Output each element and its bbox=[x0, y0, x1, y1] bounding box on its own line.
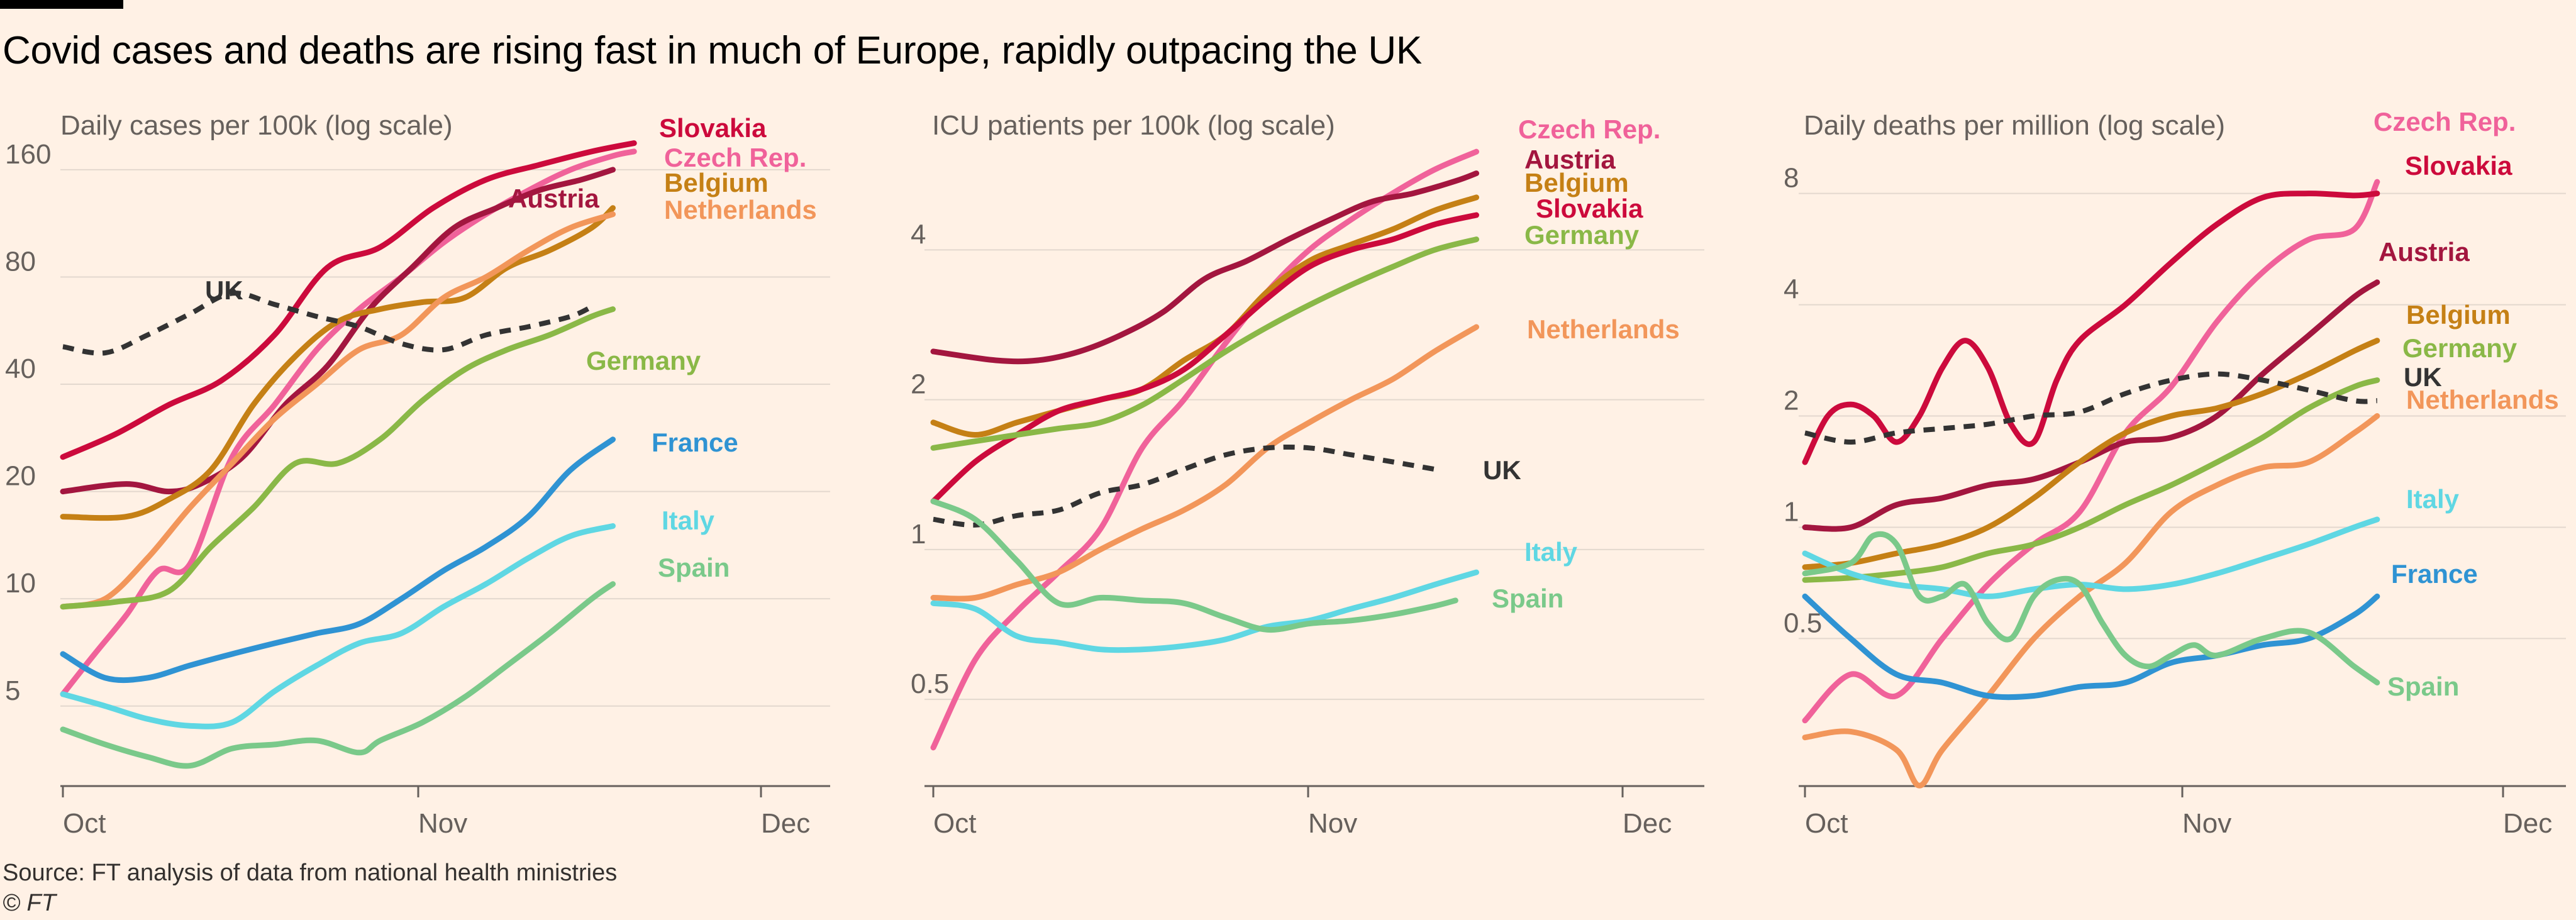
series-line-france bbox=[1802, 593, 2380, 701]
series-label-italy: Italy bbox=[1524, 537, 1578, 567]
copyright: © FT bbox=[3, 890, 56, 916]
series-line-spain bbox=[1802, 531, 2380, 685]
x-tick-label: Oct bbox=[933, 808, 976, 839]
series-label-germany: Germany bbox=[586, 346, 701, 375]
series-line-spain bbox=[930, 498, 1458, 633]
series-line-slovakia bbox=[60, 140, 637, 460]
series-line-austria bbox=[930, 170, 1479, 365]
series-line-austria bbox=[1802, 279, 2380, 532]
chart-panel-3: Daily deaths per million (log scale) 0.5 1… bbox=[1784, 107, 2566, 839]
series-line-slovakia bbox=[930, 212, 1479, 504]
chart-panel-1: Daily cases per 100k (log scale) 5 10 20 40 8… bbox=[5, 110, 830, 839]
series-label-czech-rep: Czech Rep. bbox=[664, 143, 806, 172]
panel-title: ICU patients per 100k (log scale) bbox=[932, 110, 1335, 141]
series-line-czech-rep bbox=[930, 148, 1479, 751]
series-line-czech-rep bbox=[1802, 179, 2380, 724]
series-line-netherlands bbox=[930, 324, 1479, 602]
series-line-czech-rep bbox=[60, 148, 637, 697]
series-label-germany: Germany bbox=[2402, 333, 2518, 363]
ft-brand-bar bbox=[0, 0, 123, 9]
x-tick-label: Oct bbox=[63, 808, 106, 839]
series-label-spain: Spain bbox=[658, 553, 730, 582]
x-tick-label: Nov bbox=[1308, 808, 1357, 839]
series-line-austria bbox=[60, 167, 616, 495]
series-line-italy bbox=[60, 523, 616, 729]
series-label-netherlands: Netherlands bbox=[1527, 314, 1680, 344]
y-tick-label: 4 bbox=[911, 219, 926, 250]
series-line-germany bbox=[1802, 377, 2380, 583]
x-tick-label: Nov bbox=[418, 808, 467, 839]
x-tick-label: Dec bbox=[2503, 808, 2552, 839]
y-tick-label: 20 bbox=[5, 461, 36, 492]
x-tick-label: Nov bbox=[2182, 808, 2231, 839]
series-line-italy bbox=[1802, 516, 2380, 599]
series-label-slovakia: Slovakia bbox=[2405, 151, 2512, 180]
series-label-uk: UK bbox=[1483, 455, 1521, 485]
y-tick-label: 8 bbox=[1784, 163, 1799, 194]
y-tick-label: 40 bbox=[5, 353, 36, 384]
series-label-belgium: Belgium bbox=[664, 168, 769, 197]
y-tick-label: 2 bbox=[1784, 385, 1799, 416]
chart-panel-2: ICU patients per 100k (log scale) 0.5 1 2 4 O… bbox=[911, 110, 1704, 839]
series-label-netherlands: Netherlands bbox=[2406, 385, 2559, 414]
y-tick-label: 160 bbox=[5, 139, 51, 170]
series-label-austria: Austria bbox=[508, 184, 599, 213]
series-line-france bbox=[60, 436, 616, 684]
series-line-uk bbox=[1804, 371, 2377, 445]
series-label-belgium: Belgium bbox=[1524, 168, 1629, 197]
series-label-slovakia: Slovakia bbox=[659, 113, 767, 143]
series-line-netherlands bbox=[60, 211, 616, 610]
series-line-spain bbox=[60, 581, 616, 769]
series-label-uk: UK bbox=[2404, 362, 2442, 392]
y-tick-label: 10 bbox=[5, 568, 36, 599]
series-line-germany bbox=[60, 306, 616, 610]
x-tick-label: Oct bbox=[1805, 808, 1848, 839]
series-line-slovakia bbox=[1802, 191, 2380, 465]
y-tick-label: 2 bbox=[911, 369, 926, 400]
panel-title: Daily deaths per million (log scale) bbox=[1804, 110, 2225, 141]
series-label-czech-rep: Czech Rep. bbox=[2373, 107, 2516, 136]
series-line-uk bbox=[933, 444, 1435, 528]
x-tick-label: Dec bbox=[1623, 808, 1672, 839]
series-line-uk bbox=[62, 291, 593, 356]
panel-title: Daily cases per 100k (log scale) bbox=[60, 110, 453, 141]
series-label-italy: Italy bbox=[662, 506, 715, 535]
series-label-austria: Austria bbox=[2379, 237, 2470, 267]
series-label-slovakia: Slovakia bbox=[1536, 194, 1643, 223]
series-line-netherlands bbox=[1802, 413, 2380, 789]
y-tick-label: 1 bbox=[911, 519, 926, 550]
series-label-belgium: Belgium bbox=[2406, 300, 2511, 330]
y-tick-label: 0.5 bbox=[911, 668, 949, 699]
source-note: Source: FT analysis of data from nationa… bbox=[3, 860, 618, 886]
series-label-uk: UK bbox=[205, 275, 243, 305]
series-label-spain: Spain bbox=[1492, 584, 1563, 613]
series-label-germany: Germany bbox=[1524, 220, 1640, 250]
series-line-belgium bbox=[930, 194, 1479, 438]
y-tick-label: 80 bbox=[5, 246, 36, 277]
headline: Covid cases and deaths are rising fast i… bbox=[3, 29, 1422, 72]
x-tick-label: Dec bbox=[761, 808, 810, 839]
y-tick-label: 0.5 bbox=[1784, 607, 1822, 638]
series-line-italy bbox=[930, 569, 1479, 653]
series-label-netherlands: Netherlands bbox=[664, 195, 817, 224]
series-line-belgium bbox=[60, 205, 616, 521]
y-tick-label: 1 bbox=[1784, 496, 1799, 527]
series-label-italy: Italy bbox=[2406, 484, 2460, 514]
y-tick-label: 4 bbox=[1784, 274, 1799, 305]
series-label-czech-rep: Czech Rep. bbox=[1518, 114, 1660, 144]
series-line-belgium bbox=[1802, 338, 2380, 570]
series-label-austria: Austria bbox=[1524, 145, 1616, 174]
y-tick-label: 5 bbox=[5, 675, 20, 706]
series-label-france: France bbox=[652, 428, 738, 457]
series-label-spain: Spain bbox=[2387, 672, 2459, 701]
series-line-germany bbox=[930, 236, 1479, 451]
series-label-france: France bbox=[2391, 559, 2478, 589]
